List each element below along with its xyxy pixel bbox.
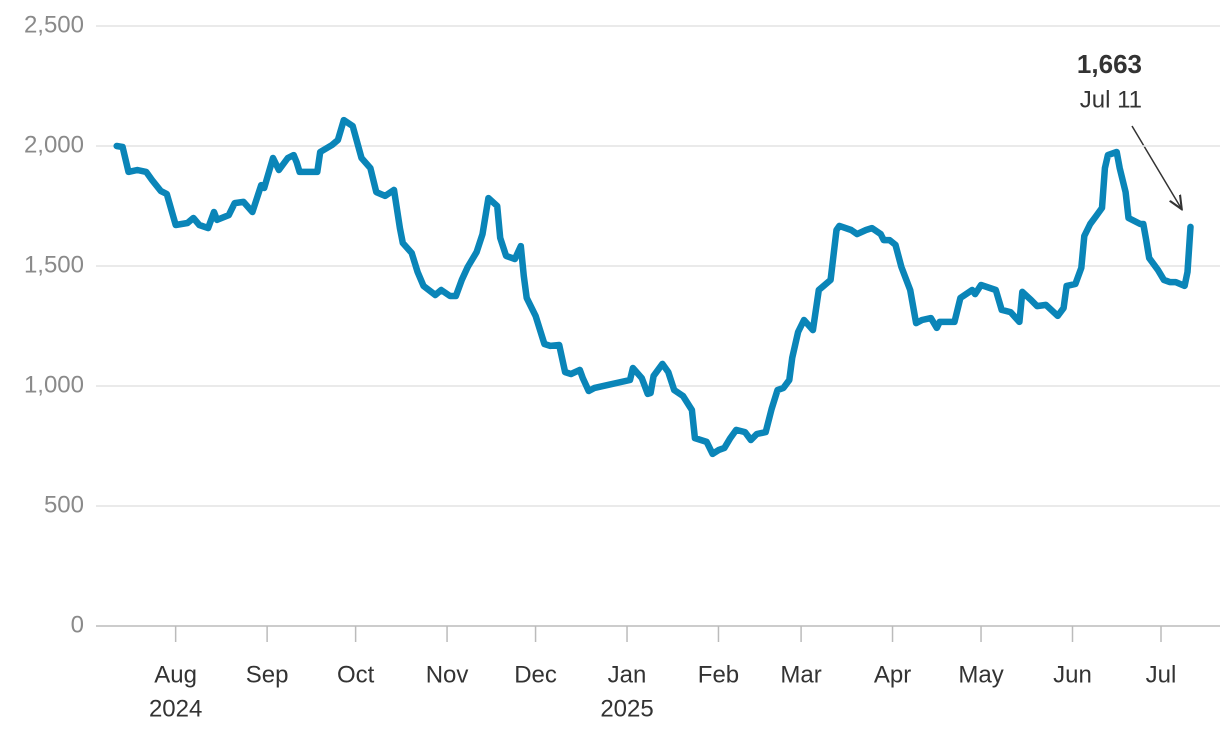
x-tick-label: Feb <box>698 661 739 688</box>
x-tick-label: Jul <box>1146 661 1177 688</box>
annotation-date: Jul 11 <box>1080 86 1142 113</box>
annotation-value: 1,663 <box>1077 49 1142 79</box>
y-tick-label: 500 <box>44 491 84 518</box>
x-tick-label: Jun <box>1053 661 1092 688</box>
annotation-arrow <box>1131 125 1181 208</box>
x-tick-label: Oct <box>337 661 375 688</box>
x-tick-label: Apr <box>874 661 911 688</box>
x-year-label: 2025 <box>600 695 653 722</box>
x-tick-label: Nov <box>426 661 469 688</box>
x-tick-label: May <box>958 661 1003 688</box>
x-tick-label: Jan <box>608 661 647 688</box>
x-tick-label: Mar <box>780 661 821 688</box>
y-tick-label: 1,500 <box>24 251 84 278</box>
x-tick-label: Sep <box>246 661 289 688</box>
y-tick-label: 0 <box>71 611 84 638</box>
data-line <box>113 116 1194 458</box>
y-tick-label: 1,000 <box>24 371 84 398</box>
y-tick-label: 2,000 <box>24 131 84 158</box>
y-tick-label: 2,500 <box>24 11 84 38</box>
x-tick-label: Aug <box>154 661 197 688</box>
x-year-label: 2024 <box>149 695 202 722</box>
x-tick-label: Dec <box>514 661 557 688</box>
